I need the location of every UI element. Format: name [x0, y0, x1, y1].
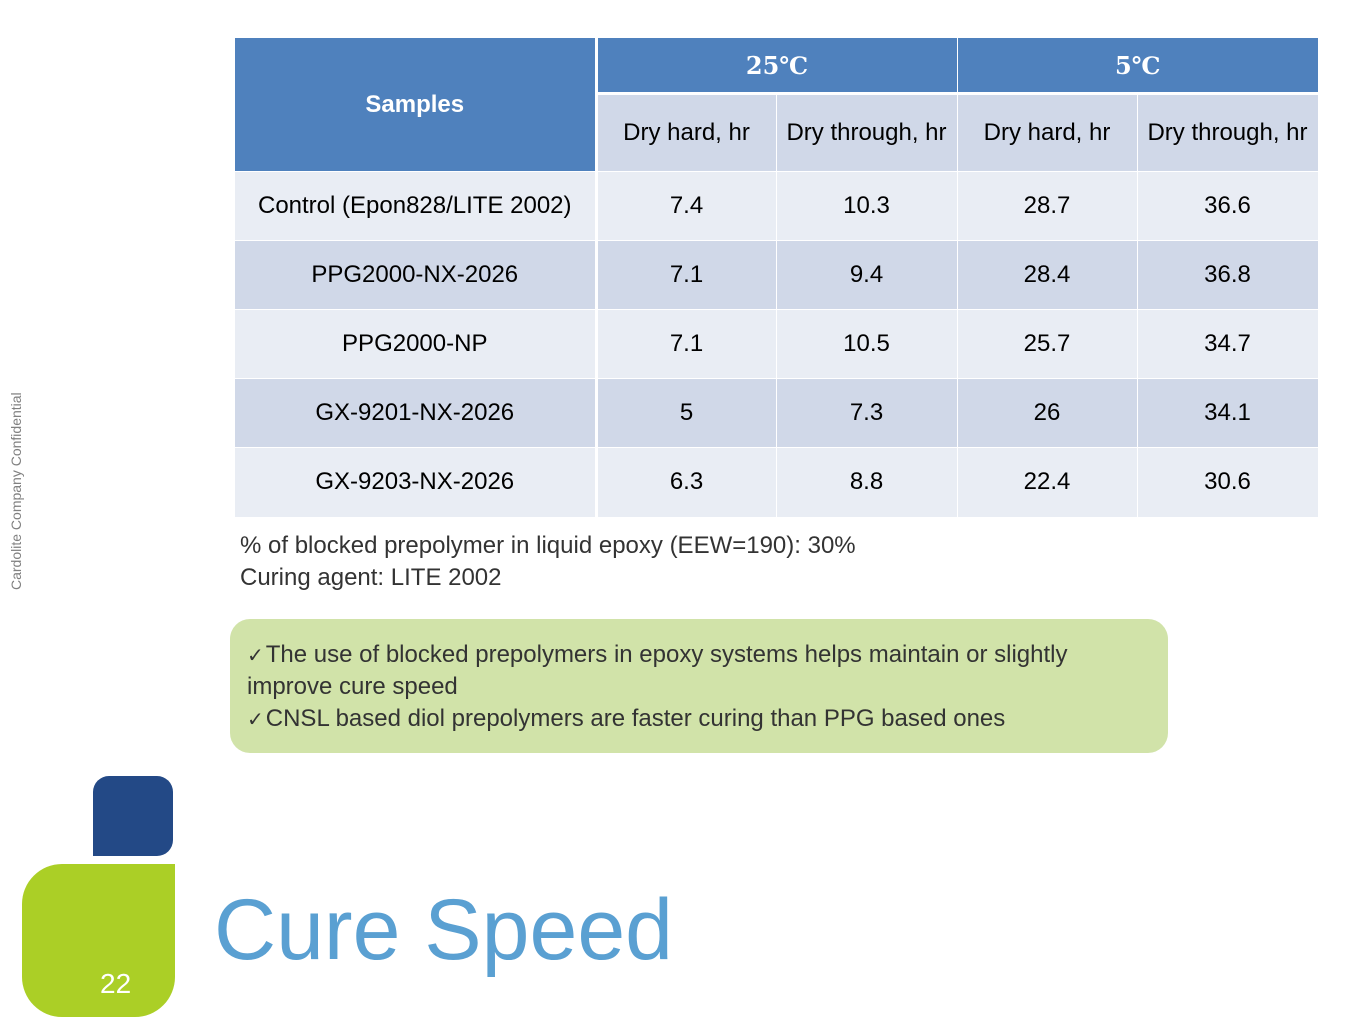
cell-value: 10.3: [776, 171, 958, 241]
cell-value: 6.3: [596, 447, 777, 517]
summary-box: ✓The use of blocked prepolymers in epoxy…: [230, 619, 1168, 753]
cell-value: 7.1: [596, 240, 777, 310]
cell-value: 34.1: [1137, 378, 1319, 448]
cell-value: 34.7: [1137, 309, 1319, 379]
confidential-label: Cardolite Company Confidential: [8, 392, 24, 590]
check-mark-icon: ✓: [247, 643, 264, 667]
summary-bullet-text: The use of blocked prepolymers in epoxy …: [247, 641, 1068, 700]
table-row: GX-9203-NX-2026 6.3 8.8 22.4 30.6: [235, 447, 1319, 517]
cell-value: 25.7: [957, 309, 1138, 379]
cell-value: 28.7: [957, 171, 1138, 241]
cure-speed-table: Samples 25℃ 5℃ Dry hard, hr Dry through,…: [235, 38, 1319, 517]
summary-bullet: ✓The use of blocked prepolymers in epoxy…: [247, 639, 1152, 703]
decorative-blue-square: [93, 776, 173, 856]
summary-bullet: ✓CNSL based diol prepolymers are faster …: [247, 703, 1152, 735]
cell-value: 7.4: [596, 171, 777, 241]
cell-value: 28.4: [957, 240, 1138, 310]
note-blocked-prepolymer: % of blocked prepolymer in liquid epoxy …: [240, 532, 856, 559]
table-row: PPG2000-NP 7.1 10.5 25.7 34.7: [235, 309, 1319, 379]
cell-value: 22.4: [957, 447, 1138, 517]
cell-sample: PPG2000-NP: [235, 309, 598, 379]
cell-value: 8.8: [776, 447, 958, 517]
table-row: PPG2000-NX-2026 7.1 9.4 28.4 36.8: [235, 240, 1319, 310]
subheader-dry-through-5c: Dry through, hr: [1137, 93, 1319, 172]
subheader-dry-hard-25c: Dry hard, hr: [596, 93, 777, 172]
subheader-dry-hard-5c: Dry hard, hr: [957, 93, 1138, 172]
cell-sample: PPG2000-NX-2026: [235, 240, 598, 310]
cell-value: 30.6: [1137, 447, 1319, 517]
cell-value: 36.8: [1137, 240, 1319, 310]
table-notes: % of blocked prepolymer in liquid epoxy …: [240, 530, 856, 594]
cell-value: 10.5: [776, 309, 958, 379]
cell-sample: GX-9201-NX-2026: [235, 378, 598, 448]
subheader-dry-through-25c: Dry through, hr: [776, 93, 958, 172]
cell-sample: GX-9203-NX-2026: [235, 447, 598, 517]
page-number: 22: [100, 968, 132, 999]
table-row: GX-9201-NX-2026 5 7.3 26 34.1: [235, 378, 1319, 448]
note-curing-agent: Curing agent: LITE 2002: [240, 564, 502, 591]
decorative-green-square: [22, 864, 175, 1017]
cell-value: 5: [596, 378, 777, 448]
cell-value: 36.6: [1137, 171, 1319, 241]
check-mark-icon: ✓: [247, 707, 264, 731]
header-group-5c: 5℃: [957, 38, 1318, 95]
table-row: Control (Epon828/LITE 2002) 7.4 10.3 28.…: [235, 171, 1319, 241]
slide-title: Cure Speed: [214, 882, 673, 978]
cell-value: 7.3: [776, 378, 958, 448]
cell-value: 26: [957, 378, 1138, 448]
header-group-25c: 25℃: [596, 38, 958, 95]
cell-value: 9.4: [776, 240, 958, 310]
header-samples: Samples: [235, 38, 598, 172]
cell-sample: Control (Epon828/LITE 2002): [235, 171, 598, 241]
summary-bullet-text: CNSL based diol prepolymers are faster c…: [265, 705, 1006, 732]
cell-value: 7.1: [596, 309, 777, 379]
